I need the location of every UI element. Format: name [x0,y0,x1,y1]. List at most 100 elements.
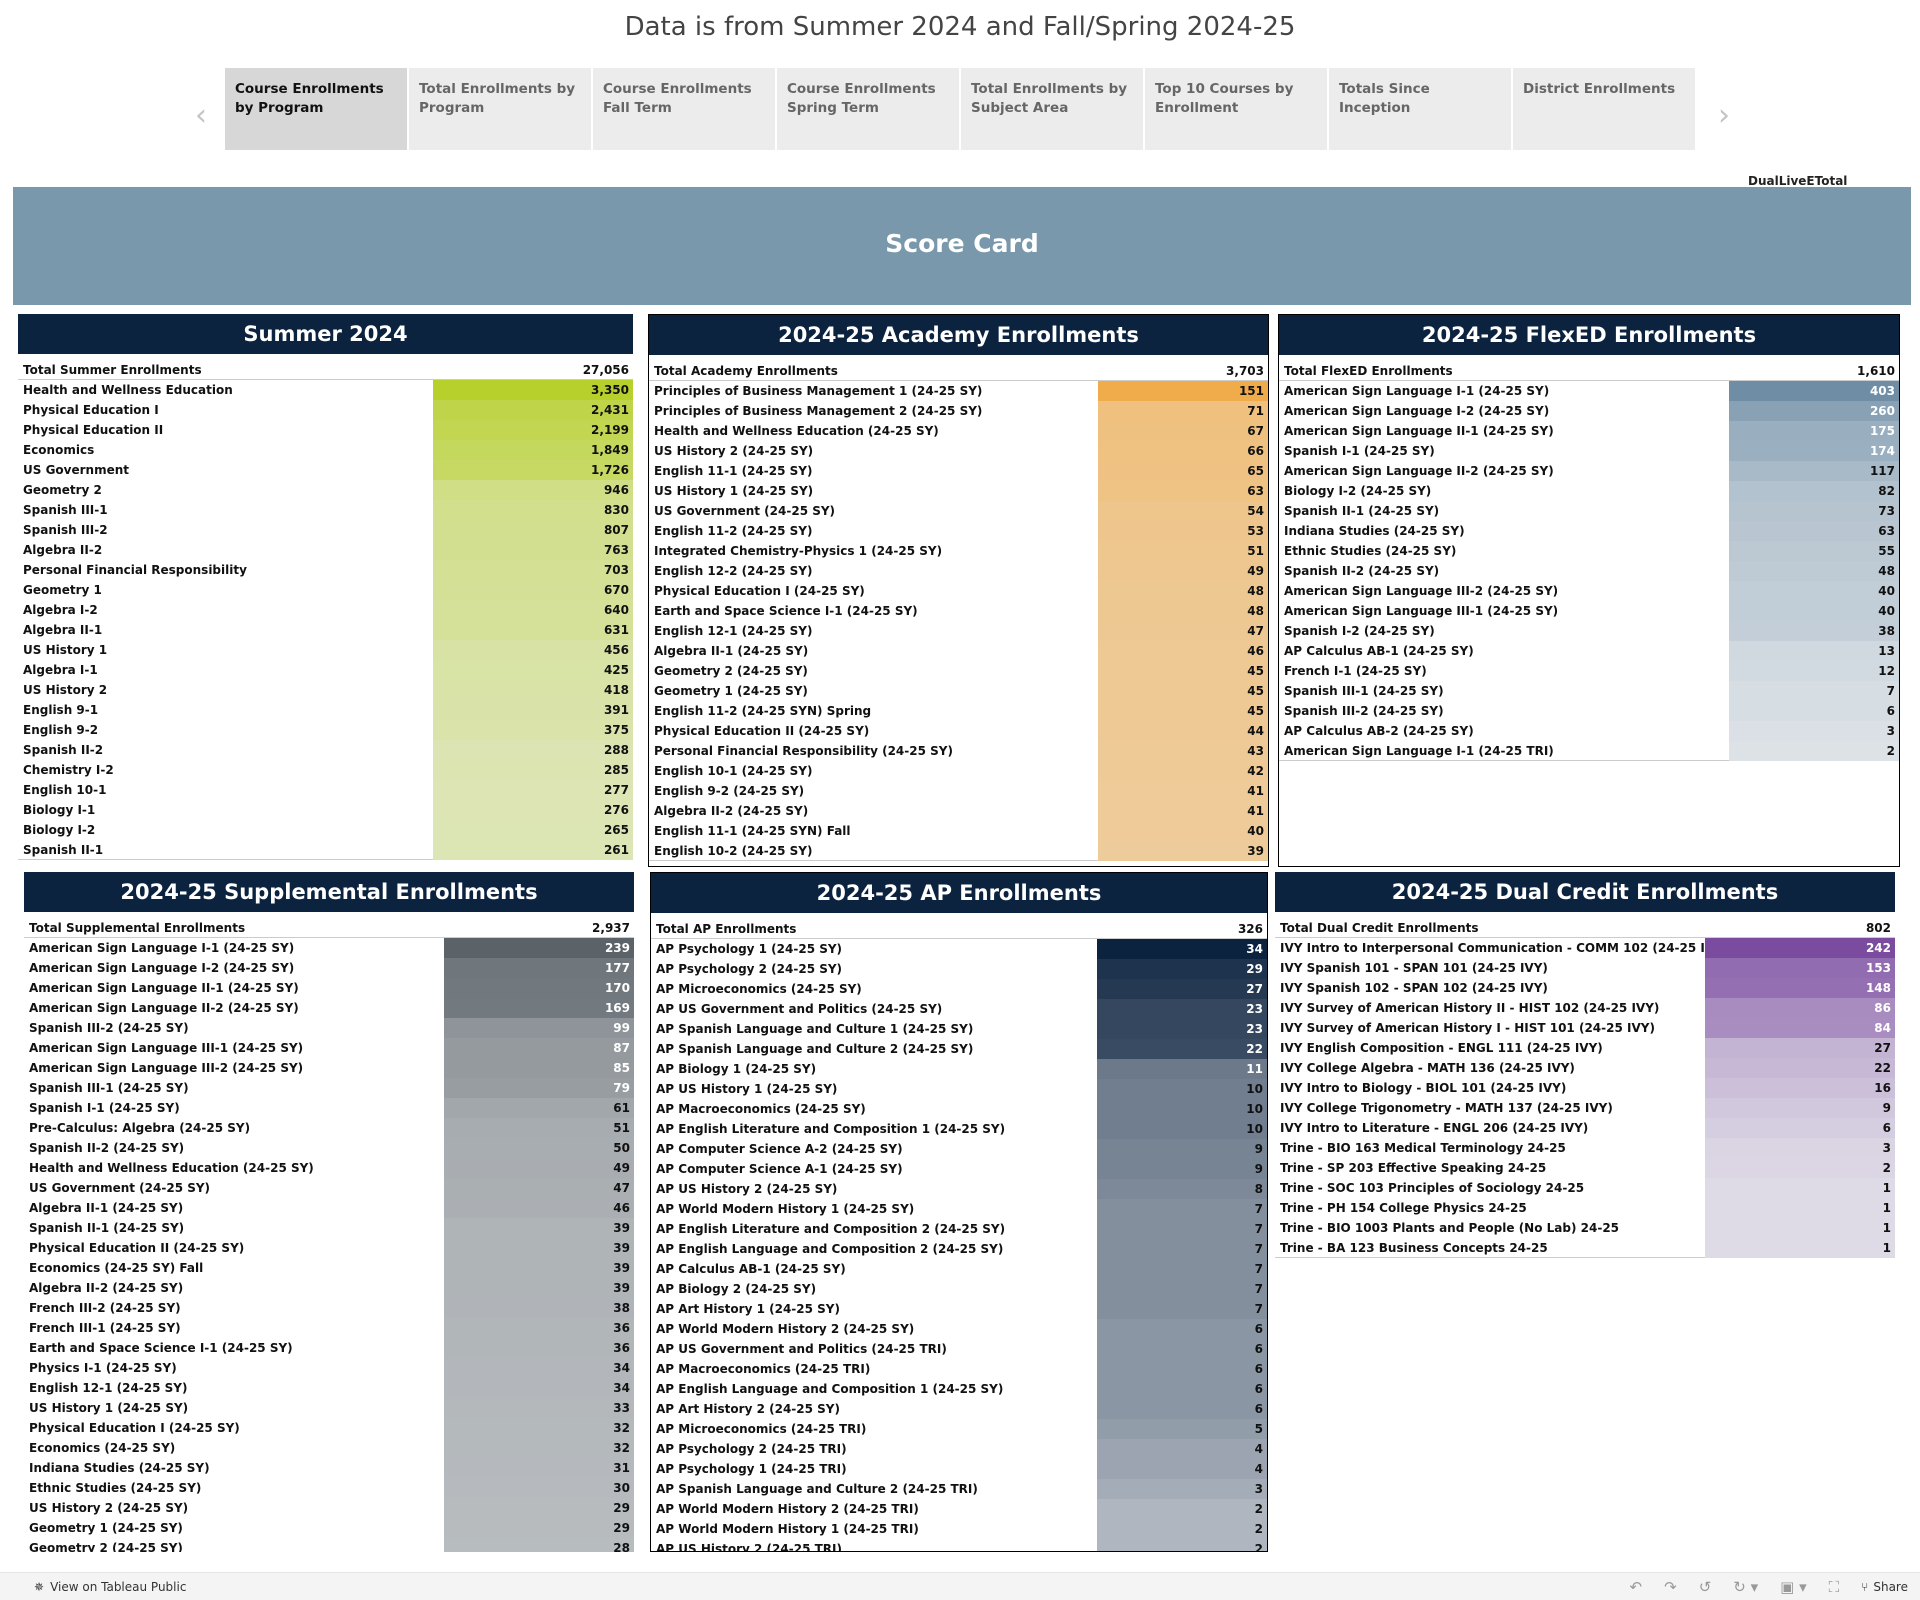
chevron-right-icon[interactable]: › [1718,98,1730,133]
table-row[interactable]: American Sign Language I-2 (24-25 SY) 177 [24,958,634,978]
table-row[interactable]: Spanish III-2 (24-25 SY) 6 [1279,701,1899,721]
table-row[interactable]: Spanish I-1 (24-25 SY) 174 [1279,441,1899,461]
table-row[interactable]: AP Microeconomics (24-25 TRI) 5 [651,1419,1267,1439]
table-row[interactable]: Algebra II-1 (24-25 SY) 46 [649,641,1268,661]
table-row[interactable]: AP Psychology 1 (24-25 SY) 34 [651,939,1267,959]
table-row[interactable]: Personal Financial Responsibility (24-25… [649,741,1268,761]
table-row[interactable]: Physics I-1 (24-25 SY) 34 [24,1358,634,1378]
tab-district-enrollments[interactable]: District Enrollments [1513,68,1695,150]
table-row[interactable]: Chemistry I-2 285 [18,760,633,780]
table-row[interactable]: Economics (24-25 SY) Fall 39 [24,1258,634,1278]
table-row[interactable]: AP Biology 2 (24-25 SY) 7 [651,1279,1267,1299]
table-row[interactable]: AP Computer Science A-2 (24-25 SY) 9 [651,1139,1267,1159]
table-row[interactable]: AP World Modern History 2 (24-25 SY) 6 [651,1319,1267,1339]
table-row[interactable]: IVY Spanish 102 - SPAN 102 (24-25 IVY) 14… [1275,978,1895,998]
table-row[interactable]: Spanish II-1 261 [18,839,633,860]
table-row[interactable]: AP Art History 1 (24-25 SY) 7 [651,1299,1267,1319]
table-row[interactable]: Geometry 1 670 [18,580,633,600]
tab-course-enrollments-spring-term[interactable]: Course Enrollments Spring Term [777,68,959,150]
table-row[interactable]: Trine - BIO 163 Medical Terminology 24-2… [1275,1138,1895,1158]
table-row[interactable]: Physical Education I 2,431 [18,400,633,420]
table-row[interactable]: Spanish III-1 (24-25 SY) 79 [24,1078,634,1098]
table-row[interactable]: English 11-1 (24-25 SYN) Fall 40 [649,821,1268,841]
table-row[interactable]: Algebra II-2 (24-25 SY) 39 [24,1278,634,1298]
table-row[interactable]: Earth and Space Science I-1 (24-25 SY) 36 [24,1338,634,1358]
table-row[interactable]: Physical Education II 2,199 [18,420,633,440]
undo-icon[interactable]: ↶ [1629,1578,1643,1596]
table-row[interactable]: AP Biology 1 (24-25 SY) 11 [651,1059,1267,1079]
table-row[interactable]: American Sign Language III-2 (24-25 SY) 4… [1279,581,1899,601]
table-row[interactable]: AP US History 2 (24-25 TRI) 2 [651,1538,1267,1551]
table-row[interactable]: US History 2 (24-25 SY) 66 [649,441,1268,461]
table-row[interactable]: AP Computer Science A-1 (24-25 SY) 9 [651,1159,1267,1179]
view-on-tableau-link[interactable]: ✵ View on Tableau Public [34,1580,186,1594]
tab-total-enrollments-by-subject-area[interactable]: Total Enrollments by Subject Area [961,68,1143,150]
chevron-left-icon[interactable]: ‹ [195,98,207,133]
table-row[interactable]: American Sign Language II-1 (24-25 SY) 17… [1279,421,1899,441]
table-row[interactable]: American Sign Language I-1 (24-25 TRI) 2 [1279,740,1899,761]
table-row[interactable]: AP Psychology 2 (24-25 SY) 29 [651,959,1267,979]
table-row[interactable]: American Sign Language III-1 (24-25 SY) 4… [1279,601,1899,621]
table-row[interactable]: English 11-2 (24-25 SYN) Spring 45 [649,701,1268,721]
table-row[interactable]: Ethnic Studies (24-25 SY) 30 [24,1478,634,1498]
table-row[interactable]: US History 1 456 [18,640,633,660]
table-row[interactable]: AP US Government and Politics (24-25 SY)… [651,999,1267,1019]
table-row[interactable]: IVY Survey of American History II - HIST… [1275,998,1895,1018]
refresh-icon[interactable]: ↻ ▾ [1733,1578,1759,1596]
table-row[interactable]: Pre-Calculus: Algebra (24-25 SY) 51 [24,1118,634,1138]
table-row[interactable]: AP Calculus AB-1 (24-25 SY) 7 [651,1259,1267,1279]
table-row[interactable]: Health and Wellness Education (24-25 SY)… [24,1158,634,1178]
table-row[interactable]: Algebra II-2 763 [18,540,633,560]
table-row[interactable]: Indiana Studies (24-25 SY) 63 [1279,521,1899,541]
table-row[interactable]: Biology I-2 265 [18,820,633,840]
table-row[interactable]: US Government 1,726 [18,460,633,480]
table-row[interactable]: IVY Intro to Interpersonal Communication… [1275,938,1895,958]
table-row[interactable]: English 10-1 (24-25 SY) 42 [649,761,1268,781]
table-row[interactable]: Biology I-2 (24-25 SY) 82 [1279,481,1899,501]
table-row[interactable]: Trine - BIO 1003 Plants and People (No L… [1275,1218,1895,1238]
table-row[interactable]: US History 2 (24-25 SY) 29 [24,1498,634,1518]
table-row[interactable]: Spanish I-1 (24-25 SY) 61 [24,1098,634,1118]
tab-total-enrollments-by-program[interactable]: Total Enrollments by Program [409,68,591,150]
tab-course-enrollments-by-program[interactable]: Course Enrollments by Program [225,68,407,150]
table-row[interactable]: Earth and Space Science I-1 (24-25 SY) 48 [649,601,1268,621]
table-row[interactable]: Algebra II-2 (24-25 SY) 41 [649,801,1268,821]
table-row[interactable]: Spanish III-2 (24-25 SY) 99 [24,1018,634,1038]
table-row[interactable]: IVY College Trigonometry - MATH 137 (24-… [1275,1098,1895,1118]
table-row[interactable]: Geometry 2 (24-25 SY) 45 [649,661,1268,681]
table-row[interactable]: US Government (24-25 SY) 47 [24,1178,634,1198]
table-row[interactable]: Spanish II-2 (24-25 SY) 50 [24,1138,634,1158]
table-row[interactable]: Indiana Studies (24-25 SY) 31 [24,1458,634,1478]
table-row[interactable]: AP English Language and Composition 2 (2… [651,1239,1267,1259]
table-row[interactable]: AP Spanish Language and Culture 2 (24-25… [651,1039,1267,1059]
fullscreen-icon[interactable]: ⛶ [1828,1578,1840,1596]
table-row[interactable]: AP Macroeconomics (24-25 TRI) 6 [651,1359,1267,1379]
table-row[interactable]: French III-2 (24-25 SY) 38 [24,1298,634,1318]
table-row[interactable]: American Sign Language II-2 (24-25 SY) 11… [1279,461,1899,481]
table-row[interactable]: English 10-1 277 [18,780,633,800]
table-row[interactable]: American Sign Language II-2 (24-25 SY) 16… [24,998,634,1018]
table-row[interactable]: AP US History 2 (24-25 SY) 8 [651,1179,1267,1199]
table-row[interactable]: AP Spanish Language and Culture 1 (24-25… [651,1019,1267,1039]
table-row[interactable]: Spanish III-2 807 [18,520,633,540]
table-row[interactable]: IVY Spanish 101 - SPAN 101 (24-25 IVY) 15… [1275,958,1895,978]
table-row[interactable]: Economics (24-25 SY) 32 [24,1438,634,1458]
table-row[interactable]: AP US Government and Politics (24-25 TRI… [651,1339,1267,1359]
table-row[interactable]: AP US History 1 (24-25 SY) 10 [651,1079,1267,1099]
table-row[interactable]: AP Macroeconomics (24-25 SY) 10 [651,1099,1267,1119]
table-row[interactable]: IVY Intro to Literature - ENGL 206 (24-2… [1275,1118,1895,1138]
table-row[interactable]: French I-1 (24-25 SY) 12 [1279,661,1899,681]
table-row[interactable]: English 12-2 (24-25 SY) 49 [649,561,1268,581]
table-row[interactable]: AP World Modern History 1 (24-25 TRI) 2 [651,1519,1267,1539]
table-row[interactable]: AP English Literature and Composition 1 … [651,1119,1267,1139]
tab-totals-since-inception[interactable]: Totals Since Inception [1329,68,1511,150]
table-row[interactable]: American Sign Language II-1 (24-25 SY) 17… [24,978,634,998]
table-row[interactable]: AP World Modern History 2 (24-25 TRI) 2 [651,1499,1267,1519]
table-row[interactable]: Spanish III-1 (24-25 SY) 7 [1279,681,1899,701]
table-row[interactable]: US History 2 418 [18,680,633,700]
redo-icon[interactable]: ↷ [1664,1578,1677,1596]
table-row[interactable]: IVY College Algebra - MATH 136 (24-25 IV… [1275,1058,1895,1078]
table-row[interactable]: English 9-2 (24-25 SY) 41 [649,781,1268,801]
table-row[interactable]: Integrated Chemistry-Physics 1 (24-25 SY… [649,541,1268,561]
table-row[interactable]: Spanish II-2 (24-25 SY) 48 [1279,561,1899,581]
